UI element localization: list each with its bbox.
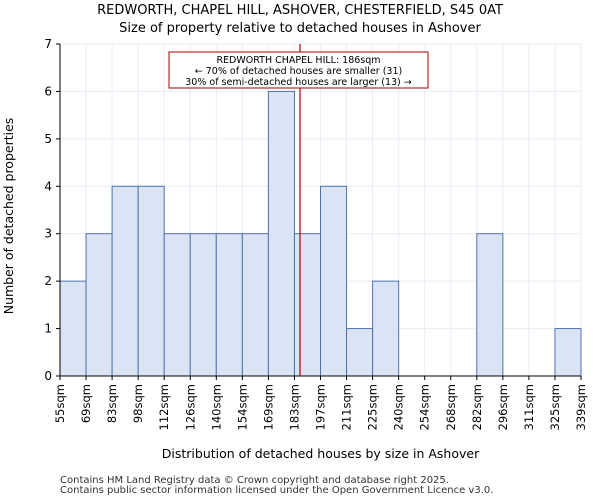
x-tick-label: 169sqm [261,384,275,430]
y-tick-label: 2 [44,274,52,288]
x-tick-label: 254sqm [418,384,432,430]
histogram-bar [476,233,504,377]
y-tick-label: 5 [44,132,52,146]
x-tick-label: 282sqm [470,384,484,430]
histogram-chart: 0 1 2 3 4 5 6 7 55sqm 69sqm 83sqm 98sqm 112sqm 126sqm… [1,37,588,461]
annotation-line-3: 30% of semi-detached houses are larger (… [185,77,412,88]
x-tick-label: 240sqm [392,384,406,430]
footer-line-2: Contains public sector information licen… [60,485,494,496]
x-tick-label: 140sqm [209,384,223,430]
x-tick-label: 55sqm [53,384,67,423]
x-tick-label: 296sqm [496,384,510,430]
histogram-bar [163,233,191,377]
x-tick-label: 126sqm [183,384,197,430]
histogram-bar [59,280,87,377]
chart-title: REDWORTH, CHAPEL HILL, ASHOVER, CHESTERF… [97,3,503,18]
y-tick-label: 1 [44,322,52,336]
x-tick-label: 183sqm [287,384,301,430]
x-tick-label: 339sqm [574,384,588,430]
footer-line-1: Contains HM Land Registry data © Crown c… [60,475,449,486]
x-tick-label: 325sqm [548,384,562,430]
histogram-bar [293,233,322,377]
histogram-bar [372,280,400,377]
histogram-bar [111,185,139,377]
histogram-bar [215,233,243,377]
x-axis-label: Distribution of detached houses by size … [162,446,480,461]
histogram-bar [137,185,165,377]
y-axis-label: Number of detached properties [1,118,16,315]
y-tick-label: 0 [44,369,52,383]
histogram-bar [85,233,113,377]
histogram-bar [346,328,374,377]
x-tick-label: 225sqm [366,384,380,430]
histogram-bar [320,185,348,377]
x-tick-label: 98sqm [131,384,145,423]
x-tick-label: 197sqm [314,384,328,430]
y-tick-label: 4 [44,179,52,193]
x-tick-label: 311sqm [522,384,536,430]
x-tick-label: 211sqm [340,384,354,430]
chart-subtitle: Size of property relative to detached ho… [119,21,481,36]
y-tick-label: 3 [44,227,52,241]
histogram-bar [189,233,217,377]
histogram-bar [267,90,295,377]
x-tick-label: 268sqm [444,384,458,430]
histogram-bar [241,233,269,377]
annotation-line-2: ← 70% of detached houses are smaller (31… [195,66,402,77]
y-tick-label: 6 [44,84,52,98]
x-tick-label: 69sqm [79,384,93,423]
annotation-box [168,51,429,89]
y-tick-label: 7 [44,37,52,51]
x-tick-label: 83sqm [105,384,119,423]
histogram-bar [554,328,582,377]
x-tick-label: 112sqm [157,384,171,430]
x-tick-label: 154sqm [235,384,249,430]
annotation-line-1: REDWORTH CHAPEL HILL: 186sqm [216,55,380,66]
